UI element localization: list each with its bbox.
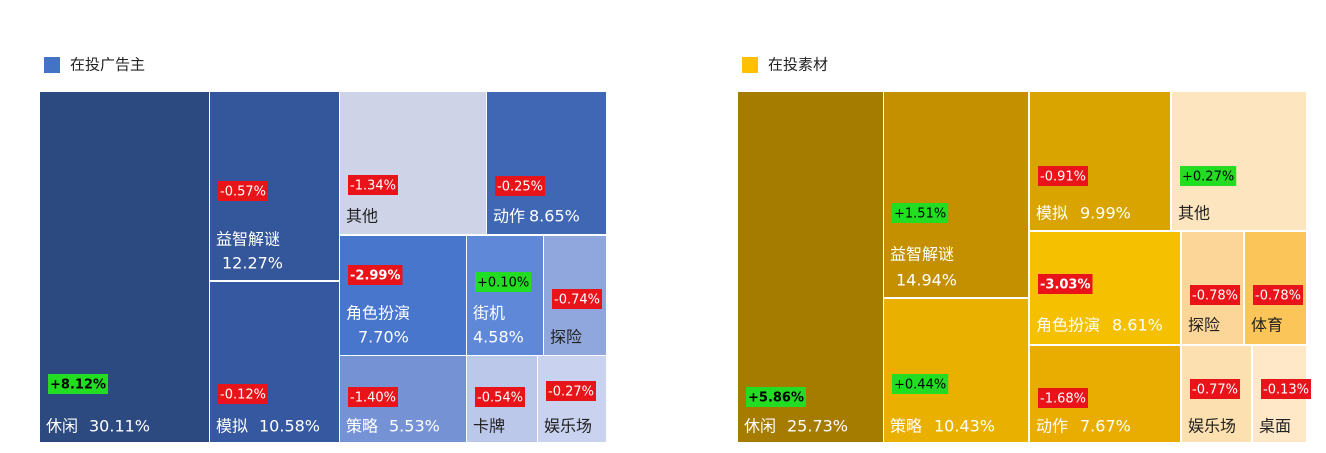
treemap-cell — [467, 236, 543, 355]
cell-value: 12.27% — [222, 254, 283, 273]
cell-name: 模拟 — [1036, 204, 1068, 223]
cell-name: 桌面 — [1259, 417, 1291, 436]
change-badge — [552, 289, 602, 309]
change-label: -2.99% — [350, 269, 401, 284]
change-label: +5.86% — [748, 391, 804, 406]
change-label: +1.51% — [894, 207, 946, 222]
treemap-cell — [884, 299, 1028, 442]
change-badge — [1261, 379, 1311, 399]
change-badge — [348, 175, 398, 195]
change-label: -0.77% — [1192, 383, 1238, 398]
change-badge — [495, 176, 545, 196]
cell-name: 角色扮演 — [1036, 316, 1100, 335]
treemap-cell — [884, 92, 1028, 297]
change-label: -0.12% — [220, 388, 266, 403]
cell-value: 10.43% — [934, 417, 995, 436]
change-label: -0.78% — [1192, 289, 1238, 304]
cell-name: 策略 — [346, 417, 378, 436]
cell-name: 角色扮演 — [346, 304, 410, 323]
change-label: +0.44% — [894, 378, 946, 393]
change-label: +8.12% — [50, 378, 106, 393]
change-label: +0.10% — [477, 276, 529, 291]
cell-name: 休闲 — [744, 417, 776, 436]
cell-value: 10.58% — [259, 417, 320, 436]
change-label: -0.54% — [477, 391, 523, 406]
cell-value: 8.61% — [1112, 316, 1163, 335]
treemap-cell — [1030, 92, 1170, 230]
change-badge — [892, 374, 949, 394]
change-label: -0.13% — [1263, 383, 1309, 398]
treemap-cell — [210, 282, 339, 442]
change-badge — [1253, 285, 1303, 305]
change-badge — [348, 387, 398, 407]
change-label: -0.57% — [220, 185, 266, 200]
change-label: -3.03% — [1040, 278, 1091, 293]
change-badge — [1190, 285, 1240, 305]
change-badge — [1180, 166, 1237, 186]
treemap-cell — [340, 236, 466, 355]
cell-name: 娱乐场 — [1188, 417, 1236, 436]
cell-value: 5.53% — [389, 417, 440, 436]
change-label: -0.27% — [548, 385, 594, 400]
change-badge — [218, 384, 268, 404]
change-badge — [48, 374, 108, 394]
cell-value: 4.58% — [473, 328, 524, 347]
change-badge — [348, 265, 403, 285]
cell-name: 探险 — [550, 328, 582, 347]
change-badge — [475, 272, 532, 292]
change-label: -1.40% — [350, 391, 396, 406]
cell-value: 25.73% — [787, 417, 848, 436]
change-label: -0.78% — [1255, 289, 1301, 304]
cell-name: 模拟 — [216, 417, 248, 436]
cell-name: 休闲 — [46, 417, 78, 436]
legend-swatch — [742, 57, 758, 73]
cell-value: 14.94% — [896, 271, 957, 290]
cell-value: 30.11% — [89, 417, 150, 436]
treemap-cell — [487, 92, 606, 234]
cell-name: 其他 — [346, 207, 378, 226]
change-badge — [746, 387, 806, 407]
legend-label: 在投素材 — [768, 56, 828, 74]
change-badge — [1038, 166, 1088, 186]
change-badge — [218, 181, 268, 201]
cell-name: 街机 — [473, 304, 505, 323]
cell-name: 娱乐场 — [544, 417, 592, 436]
change-label: -0.25% — [497, 180, 543, 195]
cell-value: 7.67% — [1080, 417, 1131, 436]
change-label: -0.91% — [1040, 170, 1086, 185]
cell-name: 益智解谜 — [890, 245, 954, 264]
cell-value: 9.99% — [1080, 204, 1131, 223]
cell-name: 体育 — [1251, 316, 1283, 335]
change-badge — [1038, 274, 1093, 294]
cell-value: 8.65% — [529, 207, 580, 226]
cell-value: 7.70% — [358, 328, 409, 347]
change-badge — [1038, 388, 1088, 408]
treemap-cell — [340, 92, 486, 234]
cell-name: 益智解谜 — [216, 230, 280, 249]
cell-name: 动作 — [1036, 417, 1068, 436]
change-badge — [546, 381, 596, 401]
cell-name: 动作 — [493, 207, 525, 226]
change-label: -1.34% — [350, 179, 396, 194]
treemap-cell — [1172, 92, 1306, 230]
change-label: -0.74% — [554, 293, 600, 308]
legend-label: 在投广告主 — [70, 56, 145, 74]
change-badge — [892, 203, 949, 223]
change-badge — [475, 387, 525, 407]
treemap-cell — [738, 92, 883, 442]
legend-swatch — [44, 57, 60, 73]
change-badge — [1190, 379, 1240, 399]
change-label: +0.27% — [1182, 170, 1234, 185]
cell-name: 探险 — [1188, 316, 1220, 335]
cell-name: 其他 — [1178, 204, 1210, 223]
cell-name: 策略 — [890, 417, 922, 436]
cell-name: 卡牌 — [473, 417, 505, 436]
change-label: -1.68% — [1040, 392, 1086, 407]
